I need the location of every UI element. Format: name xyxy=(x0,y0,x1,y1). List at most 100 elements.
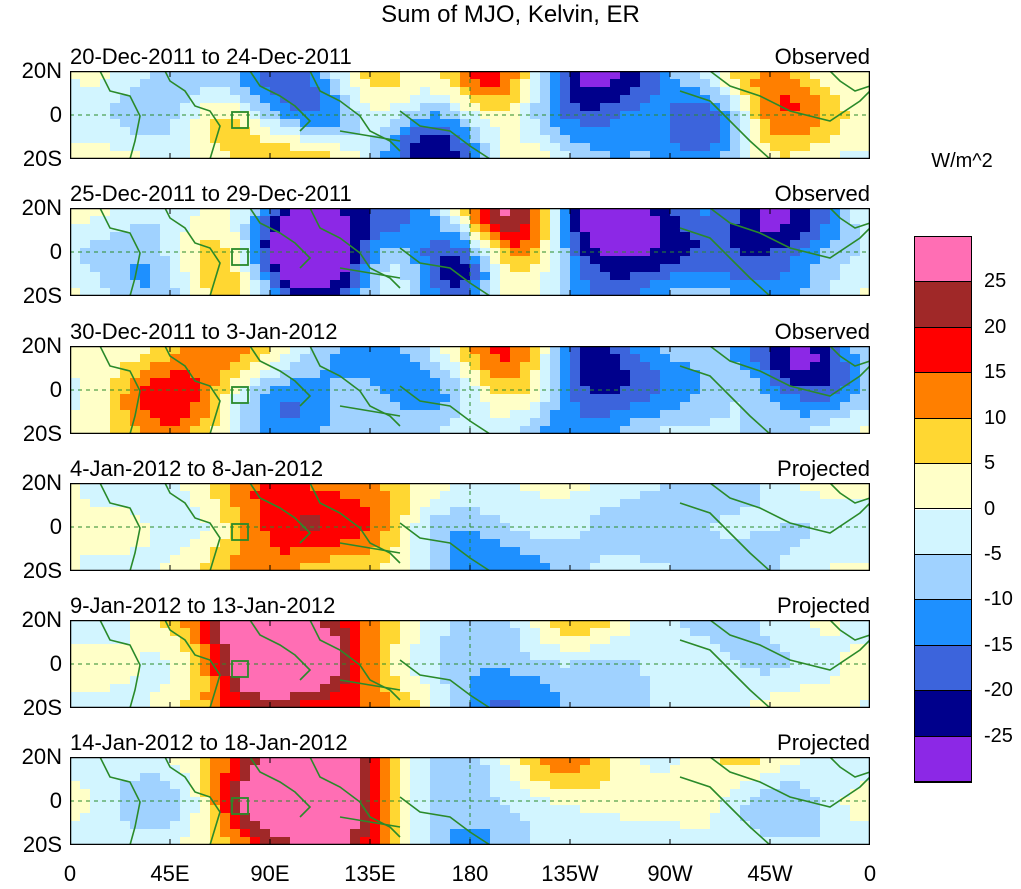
field-cell xyxy=(130,636,141,645)
field-cell xyxy=(460,71,471,80)
field-cell xyxy=(120,773,131,782)
field-cell xyxy=(280,692,291,701)
field-cell xyxy=(410,272,421,281)
field-cell xyxy=(550,684,561,693)
field-cell xyxy=(730,499,741,508)
field-cell xyxy=(180,135,191,144)
field-cell xyxy=(600,378,611,387)
field-cell xyxy=(470,119,481,128)
field-cell xyxy=(210,143,221,152)
field-cell xyxy=(310,700,321,708)
field-cell xyxy=(590,781,601,790)
field-cell xyxy=(750,386,761,395)
field-cell xyxy=(810,79,821,88)
field-cell xyxy=(820,547,831,556)
field-cell xyxy=(680,208,691,217)
field-cell xyxy=(500,426,511,434)
field-cell xyxy=(230,773,241,782)
field-cell xyxy=(190,668,201,677)
field-cell xyxy=(360,402,371,411)
field-cell xyxy=(540,151,551,159)
field-cell xyxy=(240,111,251,120)
field-cell xyxy=(320,668,331,677)
field-cell xyxy=(790,684,801,693)
field-cell xyxy=(140,362,151,371)
field-cell xyxy=(180,676,191,685)
field-cell xyxy=(630,135,641,144)
field-cell xyxy=(720,208,731,217)
field-cell xyxy=(530,346,541,355)
field-cell xyxy=(70,127,81,136)
field-cell xyxy=(200,378,211,387)
field-cell xyxy=(520,394,531,403)
field-cell xyxy=(420,103,431,112)
field-cell xyxy=(650,499,661,508)
field-cell xyxy=(490,119,501,128)
field-cell xyxy=(160,797,171,806)
field-cell xyxy=(470,79,481,88)
field-cell xyxy=(330,684,341,693)
field-cell xyxy=(530,652,541,661)
field-cell xyxy=(780,95,791,104)
field-cell xyxy=(550,224,561,233)
field-cell xyxy=(790,127,801,136)
field-cell xyxy=(570,346,581,355)
field-cell xyxy=(640,394,651,403)
field-cell xyxy=(720,773,731,782)
field-cell xyxy=(670,660,681,669)
field-cell xyxy=(830,264,841,273)
field-cell xyxy=(560,668,571,677)
field-cell xyxy=(250,232,261,241)
field-cell xyxy=(550,95,561,104)
field-cell xyxy=(150,151,161,159)
field-cell xyxy=(250,531,261,540)
field-cell xyxy=(540,789,551,798)
field-cell xyxy=(170,684,181,693)
field-cell xyxy=(620,765,631,774)
field-cell xyxy=(390,240,401,249)
field-cell xyxy=(110,523,121,532)
field-cell xyxy=(710,507,721,516)
field-cell xyxy=(530,354,541,363)
field-cell xyxy=(520,402,531,411)
field-cell xyxy=(170,256,181,265)
field-cell xyxy=(420,95,431,104)
field-cell xyxy=(280,386,291,395)
field-cell xyxy=(520,789,531,798)
field-cell xyxy=(770,483,781,492)
colorbar-units-label: W/m^2 xyxy=(931,150,993,172)
field-cell xyxy=(840,757,851,766)
field-cell xyxy=(480,539,491,548)
field-cell xyxy=(580,499,591,508)
field-cell xyxy=(280,224,291,233)
field-cell xyxy=(830,410,841,419)
field-cell xyxy=(550,483,561,492)
field-cell xyxy=(510,87,521,96)
field-cell xyxy=(780,87,791,96)
field-cell xyxy=(560,87,571,96)
field-cell xyxy=(670,394,681,403)
field-cell xyxy=(480,628,491,637)
field-cell xyxy=(540,692,551,701)
field-cell xyxy=(130,232,141,241)
field-cell xyxy=(150,111,161,120)
field-cell xyxy=(230,765,241,774)
field-cell xyxy=(460,426,471,434)
field-cell xyxy=(230,426,241,434)
field-cell xyxy=(490,491,501,500)
field-cell xyxy=(730,119,741,128)
field-cell xyxy=(140,71,151,80)
field-cell xyxy=(180,216,191,225)
field-cell xyxy=(170,135,181,144)
field-cell xyxy=(140,127,151,136)
field-cell xyxy=(320,652,331,661)
field-cell xyxy=(490,346,501,355)
field-cell xyxy=(760,773,771,782)
field-cell xyxy=(850,354,861,363)
field-cell xyxy=(150,797,161,806)
field-cell xyxy=(500,256,511,265)
field-cell xyxy=(70,692,81,701)
field-cell xyxy=(610,208,621,217)
field-cell xyxy=(140,515,151,524)
field-cell xyxy=(200,547,211,556)
